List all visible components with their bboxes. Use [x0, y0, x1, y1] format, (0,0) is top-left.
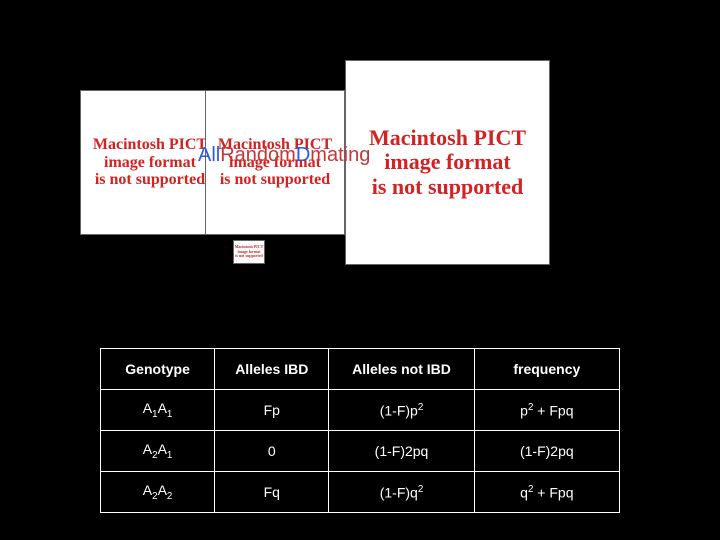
- col-header-alleles_ibd: Alleles IBD: [215, 349, 329, 390]
- pict-placeholder-text: Macintosh PICT image format is not suppo…: [218, 136, 332, 189]
- table-row: A1A1Fp(1-F)p2p2 + Fpq: [101, 390, 620, 431]
- col-header-not_ibd: Alleles not IBD: [329, 349, 474, 390]
- cell-alleles_ibd: Fq: [215, 472, 329, 513]
- frequency-table-wrap: GenotypeAlleles IBDAlleles not IBDfreque…: [100, 348, 620, 513]
- cell-not_ibd: (1-F)q2: [329, 472, 474, 513]
- pict-placeholder: Macintosh PICT image format is not suppo…: [205, 90, 345, 235]
- pict-placeholder: Macintosh PICT image format is not suppo…: [80, 90, 220, 235]
- slide-stage: Macintosh PICT image format is not suppo…: [0, 0, 720, 540]
- cell-frequency: q2 + Fpq: [474, 472, 619, 513]
- pict-placeholder-text: Macintosh PICT image format is not suppo…: [369, 126, 526, 199]
- table-header-row: GenotypeAlleles IBDAlleles not IBDfreque…: [101, 349, 620, 390]
- col-header-frequency: frequency: [474, 349, 619, 390]
- cell-genotype: A1A1: [101, 390, 215, 431]
- table-row: A2A2Fq(1-F)q2q2 + Fpq: [101, 472, 620, 513]
- pict-placeholder-text: Macintosh PICT image format is not suppo…: [93, 136, 207, 189]
- col-header-genotype: Genotype: [101, 349, 215, 390]
- pict-placeholder: Macintosh PICT image format is not suppo…: [233, 240, 265, 264]
- cell-genotype: A2A2: [101, 472, 215, 513]
- cell-genotype: A2A1: [101, 431, 215, 472]
- cell-not_ibd: (1-F)2pq: [329, 431, 474, 472]
- table-row: A2A10(1-F)2pq(1-F)2pq: [101, 431, 620, 472]
- table-body: A1A1Fp(1-F)p2p2 + FpqA2A10(1-F)2pq(1-F)2…: [101, 390, 620, 513]
- cell-alleles_ibd: 0: [215, 431, 329, 472]
- cell-not_ibd: (1-F)p2: [329, 390, 474, 431]
- cell-frequency: p2 + Fpq: [474, 390, 619, 431]
- pict-placeholder-text: Macintosh PICT image format is not suppo…: [235, 245, 264, 258]
- cell-alleles_ibd: Fp: [215, 390, 329, 431]
- cell-frequency: (1-F)2pq: [474, 431, 619, 472]
- pict-placeholder: Macintosh PICT image format is not suppo…: [345, 60, 550, 265]
- frequency-table: GenotypeAlleles IBDAlleles not IBDfreque…: [100, 348, 620, 513]
